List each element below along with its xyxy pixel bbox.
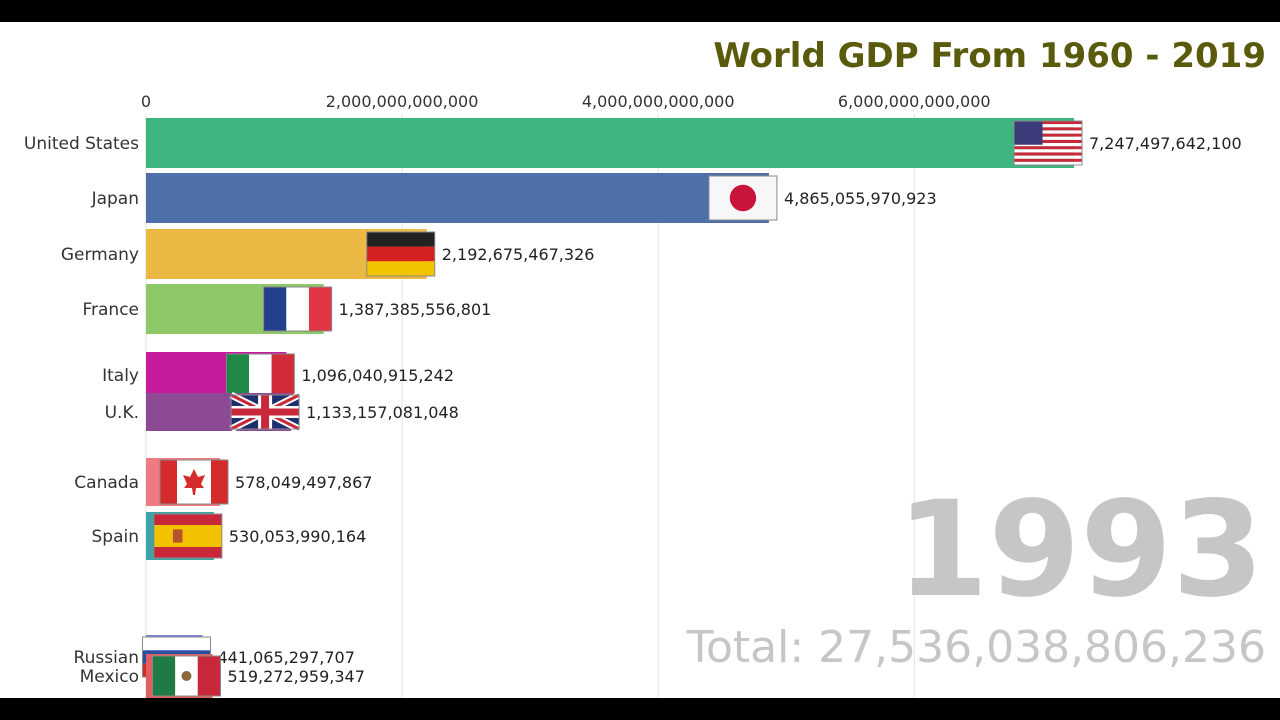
italy-flag-icon (225, 353, 295, 397)
france-flag-icon (263, 286, 333, 332)
value-label-u-k: 1,133,157,081,048 (306, 403, 459, 422)
total-label: Total: 27,536,038,806,236 (686, 622, 1266, 673)
uk-flag-icon (229, 391, 301, 433)
category-label-germany: Germany (61, 245, 139, 265)
category-label-canada: Canada (74, 473, 139, 493)
value-label-japan: 4,865,055,970,923 (784, 189, 937, 208)
x-tick-label-3: 6,000,000,000,000 (838, 92, 991, 111)
category-label-spain: Spain (92, 527, 140, 547)
x-tick-label-1: 2,000,000,000,000 (326, 92, 479, 111)
mexico-flag-icon (151, 655, 221, 697)
value-label-france: 1,387,385,556,801 (339, 300, 492, 319)
value-label-canada: 578,049,497,867 (235, 473, 372, 492)
category-label-united-states: United States (24, 134, 139, 154)
bar-japan (146, 173, 769, 223)
category-label-japan: Japan (91, 189, 139, 209)
value-label-spain: 530,053,990,164 (229, 527, 366, 546)
bar-chart: 0 2,000,000,000,000 4,000,000,000,000 6,000… (24, 92, 1242, 698)
value-label-italy: 1,096,040,915,242 (301, 366, 454, 385)
chart-stage: 0 2,000,000,000,000 4,000,000,000,000 6,000… (0, 22, 1280, 698)
x-tick-label-0: 0 (141, 92, 151, 111)
category-label-u-k: U.K. (105, 403, 139, 423)
year-label: 1993 (896, 473, 1264, 627)
canada-flag-icon (159, 459, 229, 505)
germany-flag-icon (366, 231, 436, 277)
spain-flag-icon (153, 513, 223, 559)
x-tick-label-2: 4,000,000,000,000 (582, 92, 735, 111)
bar-united-states (146, 118, 1074, 168)
japan-flag-icon (708, 175, 778, 221)
category-label-mexico: Mexico (80, 667, 139, 687)
us-flag-icon (1013, 120, 1083, 166)
category-label-russian: Russian (74, 648, 139, 668)
chart-title: World GDP From 1960 - 2019 (713, 36, 1266, 76)
value-label-germany: 2,192,675,467,326 (442, 245, 595, 264)
category-label-france: France (82, 300, 139, 320)
value-label-russian: 441,065,297,707 (217, 648, 354, 667)
value-label-united-states: 7,247,497,642,100 (1089, 134, 1242, 153)
category-label-italy: Italy (102, 366, 139, 386)
value-label-mexico: 519,272,959,347 (227, 667, 364, 686)
